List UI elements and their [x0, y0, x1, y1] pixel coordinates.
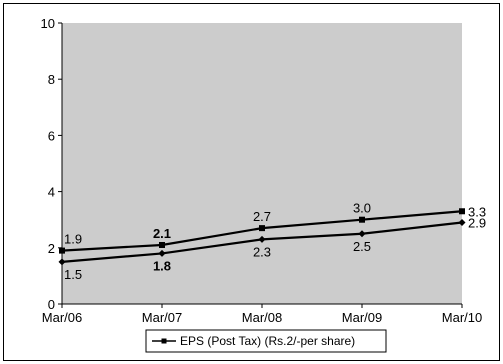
x-tick-label: Mar/10	[442, 310, 482, 325]
series-2-point	[258, 235, 266, 243]
data-labels: 1.9 2.1 2.7 3.0 3.3 1.5 1.8 2.3 2.5 2.9	[64, 201, 486, 282]
series-1-point	[159, 241, 165, 248]
series-2-point	[458, 219, 466, 227]
x-tick-label: Mar/08	[242, 310, 282, 325]
series-2-point	[58, 258, 66, 266]
series-1-data-label: 1.9	[64, 232, 82, 247]
series-layer	[58, 208, 466, 266]
legend-box	[145, 329, 387, 353]
series-2-data-label: 2.9	[468, 216, 486, 231]
series-1-point	[359, 216, 365, 223]
series-2-data-label: 2.3	[253, 244, 271, 259]
series-1-data-label: 2.7	[253, 209, 271, 224]
y-tick-label: 8	[48, 72, 55, 87]
series-1-data-label: 2.1	[153, 226, 171, 241]
legend-label: EPS (Post Tax) (Rs.2/-per share)	[180, 334, 355, 348]
series-2-point	[158, 249, 166, 257]
series-2-data-label: 1.8	[153, 258, 171, 273]
legend-marker-swatch	[161, 338, 167, 344]
y-tick-label: 4	[48, 185, 55, 200]
y-tick-label: 10	[41, 16, 55, 31]
series-2-data-label: 1.5	[64, 267, 82, 282]
series-1-point	[259, 225, 265, 232]
x-tick-label: Mar/06	[42, 310, 82, 325]
series-1-data-label: 3.3	[468, 204, 486, 219]
y-tick-label: 0	[48, 297, 55, 312]
series-2-data-label: 2.5	[353, 239, 371, 254]
x-tick-label: Mar/09	[342, 310, 382, 325]
x-tick-label: Mar/07	[142, 310, 182, 325]
series-1-data-label: 3.0	[353, 201, 371, 216]
plot-area	[62, 23, 462, 304]
series-1-point	[459, 208, 465, 215]
series-1-point	[59, 247, 65, 254]
legend: EPS (Post Tax) (Rs.2/-per share)	[145, 329, 387, 353]
y-ticks: 0 2 4 6 8 10	[41, 16, 62, 312]
y-tick-label: 2	[48, 241, 55, 256]
series-2-point	[358, 230, 366, 238]
x-ticks: Mar/06 Mar/07 Mar/08 Mar/09 Mar/10	[42, 304, 482, 325]
y-tick-label: 6	[48, 128, 55, 143]
